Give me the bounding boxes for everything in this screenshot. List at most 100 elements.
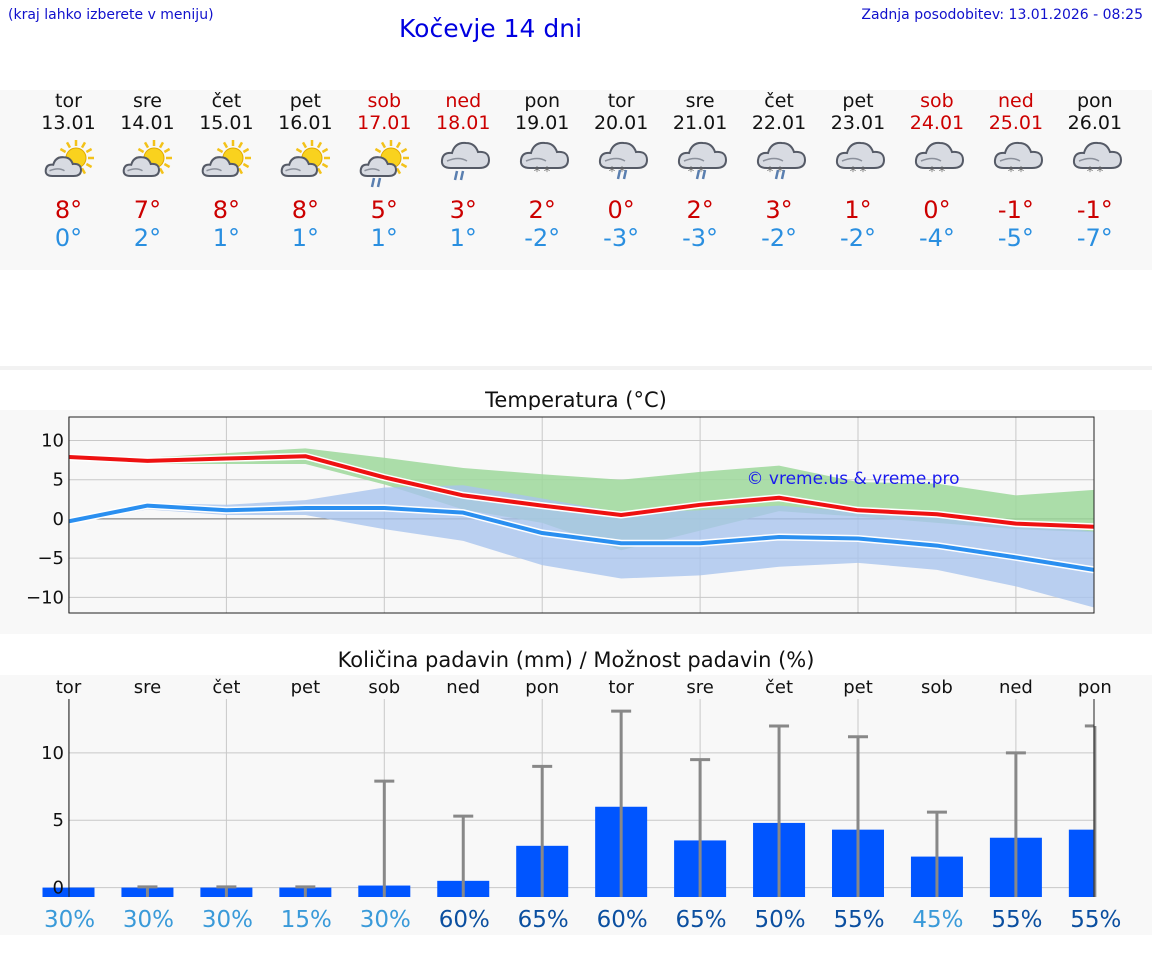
temp-min: -2° <box>524 224 561 252</box>
x-category-label: pet <box>843 677 873 698</box>
cloud-snow-icon: * * <box>1072 141 1122 180</box>
day-column: čet 22.01 * * 3° -2° <box>739 90 819 252</box>
day-date: 17.01 <box>357 112 412 134</box>
temperature-chart: 10 5 0 −5 −10 © vreme.us & vreme.pro <box>26 416 1095 614</box>
last-update: Zadnja posodobitev: 13.01.2026 - 08:25 <box>861 7 1143 23</box>
svg-text:*: * <box>777 165 784 180</box>
x-category-label: sre <box>686 677 713 698</box>
day-column: sre 14.01 7° 2° <box>107 90 187 252</box>
temp-max: 8° <box>291 196 319 224</box>
precip-probability: 65% <box>518 907 569 933</box>
svg-text:*: * <box>1008 165 1015 180</box>
y-tick-label: −10 <box>26 587 64 608</box>
temperature-chart-title: Temperatura (°C) <box>485 388 667 412</box>
day-column: ned 25.01 * * -1° -5° <box>976 90 1056 252</box>
x-category-label: pon <box>1078 677 1112 698</box>
temp-min: 0° <box>54 224 83 252</box>
y-tick-label: 0 <box>53 509 64 530</box>
day-name: ned <box>997 90 1034 112</box>
x-category-label: čet <box>212 677 240 698</box>
day-name: pet <box>289 90 321 112</box>
day-name: pon <box>524 90 561 112</box>
day-name: ned <box>445 90 482 112</box>
temp-min: 1° <box>291 224 319 252</box>
temp-max: 5° <box>370 196 398 224</box>
y-tick-label: 0 <box>53 878 64 899</box>
day-name: čet <box>211 90 242 112</box>
svg-text:*: * <box>1087 165 1094 180</box>
y-tick-label: 10 <box>41 431 64 452</box>
day-date: 25.01 <box>988 112 1044 134</box>
precip-probability: 30% <box>44 907 95 933</box>
x-category-label: ned <box>446 677 480 698</box>
day-name: čet <box>764 90 794 112</box>
svg-text:*: * <box>767 165 774 180</box>
band-min <box>69 485 1094 608</box>
temp-min: 2° <box>133 224 162 252</box>
x-category-label: sre <box>134 677 161 698</box>
day-column: ned 18.01 3° 1° <box>423 90 503 252</box>
day-column: pon 19.01 * * 2° -2° <box>502 90 582 252</box>
temp-min: 1° <box>370 224 398 252</box>
precip-bar <box>1068 829 1094 897</box>
y-tick-label: −5 <box>37 548 64 569</box>
temp-max: 3° <box>765 196 793 224</box>
precip-probability: 55% <box>833 907 884 933</box>
svg-text:*: * <box>1018 165 1025 180</box>
temp-max: -1° <box>997 196 1034 224</box>
divider <box>0 366 1152 370</box>
x-category-label: sob <box>921 677 953 698</box>
temp-max: -1° <box>1076 196 1113 224</box>
x-category-label: pon <box>525 677 559 698</box>
precip-probability: 55% <box>1070 907 1121 933</box>
cloud-snow-icon: * * <box>993 141 1043 180</box>
temp-min: 1° <box>449 224 477 252</box>
temp-min: -3° <box>603 224 640 252</box>
day-date: 19.01 <box>514 112 570 134</box>
svg-text:*: * <box>688 165 695 180</box>
precip-probability: 65% <box>676 907 727 933</box>
day-column: sob 17.01 5° 1° <box>344 90 424 252</box>
precip-probability: 50% <box>754 907 805 933</box>
day-date: 18.01 <box>436 112 491 134</box>
temp-max: 2° <box>686 196 714 224</box>
day-date: 22.01 <box>751 112 807 134</box>
sun-cloud-icon <box>44 140 94 177</box>
plot-frame <box>68 416 1095 614</box>
cloud-sleet-icon: * * <box>678 141 728 180</box>
svg-text:*: * <box>609 165 616 180</box>
cloud-rain-icon <box>441 141 491 181</box>
precip-probability: 60% <box>439 907 490 933</box>
precip-probability: 15% <box>281 907 332 933</box>
cloud-sleet-icon: * * <box>599 141 649 180</box>
day-name: sre <box>132 90 162 112</box>
svg-text:*: * <box>698 165 705 180</box>
temp-min: -2° <box>840 224 876 252</box>
svg-text:*: * <box>860 165 867 180</box>
precip-probability: 60% <box>597 907 648 933</box>
temp-max: 1° <box>844 196 872 224</box>
svg-text:*: * <box>929 165 936 180</box>
sun-cloud-rain-icon <box>359 140 410 188</box>
svg-text:*: * <box>534 165 541 180</box>
daily-forecast-panel: tor 13.01 8° 0° sre 14.01 7° 2° čet 15.01 8° 1° pet 1… <box>0 90 1152 270</box>
precipitation-chart-panel: 10 5 0 tor sre čet pet sob ned pon tor sre čet pet sob… <box>0 675 1152 935</box>
series-line-max <box>68 454 1095 529</box>
precipitation-chart: 10 5 0 tor sre čet pet sob ned pon tor sre čet pet sob… <box>41 677 1121 933</box>
day-column: sre 21.01 * * 2° -3° <box>660 90 740 252</box>
temp-min: 1° <box>212 224 241 252</box>
sun-cloud-icon <box>123 140 173 177</box>
precip-probability: 55% <box>991 907 1042 933</box>
temp-min: -7° <box>1076 224 1113 252</box>
cloud-sleet-icon: * * <box>756 141 807 180</box>
day-column: čet 15.01 8° 1° <box>186 90 266 252</box>
day-column: sob 24.01 * * 0° -4° <box>897 90 977 252</box>
temp-min: -4° <box>918 224 955 252</box>
location-menu-hint: (kraj lahko izberete v meniju) <box>8 7 214 23</box>
x-category-label: čet <box>765 677 793 698</box>
day-date: 15.01 <box>199 112 254 134</box>
day-name: sob <box>367 90 402 112</box>
watermark: © vreme.us & vreme.pro <box>746 469 959 489</box>
day-date: 23.01 <box>830 112 886 134</box>
series-line-min <box>68 503 1095 572</box>
